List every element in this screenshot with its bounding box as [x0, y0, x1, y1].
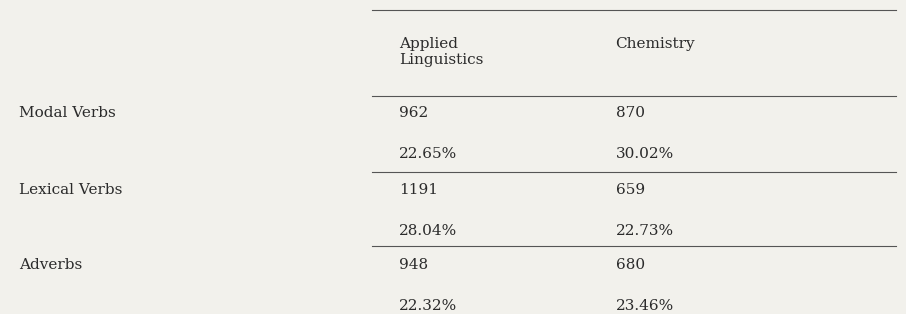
Text: Modal Verbs: Modal Verbs	[19, 106, 116, 120]
Text: 680: 680	[615, 258, 645, 272]
Text: 22.32%: 22.32%	[399, 299, 457, 313]
Text: 962: 962	[399, 106, 428, 120]
Text: Adverbs: Adverbs	[19, 258, 82, 272]
Text: 23.46%: 23.46%	[615, 299, 674, 313]
Text: 22.65%: 22.65%	[399, 147, 457, 161]
Text: 1191: 1191	[399, 183, 438, 197]
Text: 22.73%: 22.73%	[615, 224, 674, 238]
Text: Lexical Verbs: Lexical Verbs	[19, 183, 123, 197]
Text: 28.04%: 28.04%	[399, 224, 457, 238]
Text: 870: 870	[615, 106, 644, 120]
Text: 30.02%: 30.02%	[615, 147, 674, 161]
Text: Chemistry: Chemistry	[615, 37, 695, 51]
Text: 659: 659	[615, 183, 645, 197]
Text: Applied
Linguistics: Applied Linguistics	[399, 37, 483, 67]
Text: 948: 948	[399, 258, 428, 272]
